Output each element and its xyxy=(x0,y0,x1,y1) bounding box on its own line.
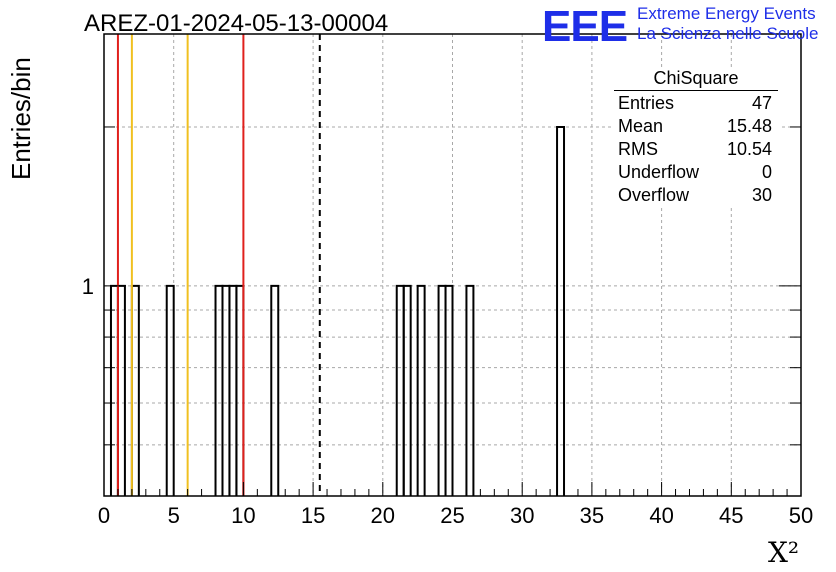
histogram-bin xyxy=(402,284,412,496)
histogram-bin xyxy=(556,125,566,496)
histogram-bin xyxy=(165,284,175,496)
x-tick-label: 10 xyxy=(231,503,255,528)
stats-box: ChiSquare Entries 47 Mean 15.48 RMS 10.5… xyxy=(612,68,780,207)
x-tick-label: 5 xyxy=(168,503,180,528)
stats-row-entries: Entries 47 xyxy=(612,92,780,115)
chart-title: AREZ-01-2024-05-13-00004 xyxy=(84,10,389,37)
x-tick-label: 40 xyxy=(649,503,673,528)
stats-value: 47 xyxy=(751,93,772,113)
eee-logo: EEE xyxy=(542,2,628,51)
y-tick-label: 1 xyxy=(82,274,94,299)
y-axis-label: Entries/bin xyxy=(6,57,36,180)
stats-row-underflow: Underflow 0 xyxy=(612,161,780,184)
histogram-bin xyxy=(465,284,475,496)
histogram-bin xyxy=(444,284,454,496)
x-tick-label: 20 xyxy=(371,503,395,528)
x-tick-label: 0 xyxy=(98,503,110,528)
stats-value: 0 xyxy=(761,162,772,182)
histogram-bin xyxy=(416,284,426,496)
x-tick-label: 30 xyxy=(510,503,534,528)
stats-value: 15.48 xyxy=(726,116,772,136)
stats-row-overflow: Overflow 30 xyxy=(612,184,780,207)
logo-subtitle-line2: La Scienza nelle Scuole xyxy=(637,24,819,43)
stats-value: 30 xyxy=(751,185,772,205)
stats-label: Underflow xyxy=(618,162,700,182)
stats-label: RMS xyxy=(618,139,658,159)
stats-row-mean: Mean 15.48 xyxy=(612,115,780,138)
x-tick-label: 15 xyxy=(301,503,325,528)
x-tick-label: 35 xyxy=(580,503,604,528)
logo-subtitle-line1: Extreme Energy Events xyxy=(637,4,816,23)
x-tick-label: 25 xyxy=(440,503,464,528)
stats-value: 10.54 xyxy=(726,139,772,159)
x-tick-label: 45 xyxy=(719,503,743,528)
stats-label: Mean xyxy=(618,116,664,136)
stats-label: Overflow xyxy=(618,185,690,205)
x-tick-label: 50 xyxy=(789,503,813,528)
stats-row-rms: RMS 10.54 xyxy=(612,138,780,161)
stats-title: ChiSquare xyxy=(614,68,778,91)
histogram-bin xyxy=(270,284,280,496)
stats-label: Entries xyxy=(618,93,675,113)
x-axis-label: X² xyxy=(768,536,800,569)
